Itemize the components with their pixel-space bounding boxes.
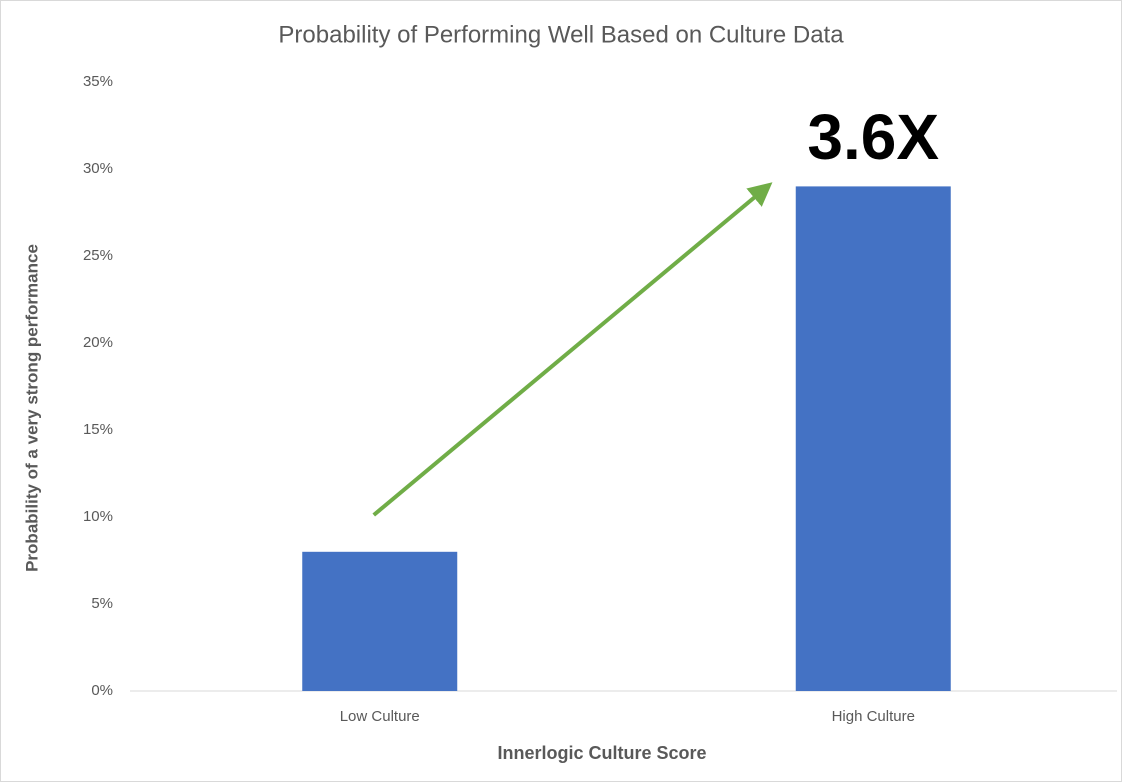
y-tick-label: 20% — [83, 334, 113, 351]
y-tick-label: 0% — [91, 682, 113, 699]
y-tick-label: 5% — [91, 595, 113, 612]
bar — [795, 186, 951, 691]
chart-title: Probability of Performing Well Based on … — [278, 21, 844, 48]
y-tick-label: 30% — [83, 160, 113, 177]
y-tick-label: 10% — [83, 508, 113, 525]
bar — [302, 551, 458, 691]
y-tick-label: 15% — [83, 421, 113, 438]
y-tick-label: 35% — [83, 73, 113, 90]
y-tick-label: 25% — [83, 247, 113, 264]
x-tick-label: Low Culture — [340, 708, 420, 725]
x-axis-title: Innerlogic Culture Score — [497, 743, 706, 763]
trend-arrow — [372, 182, 773, 517]
annotation: 3.6X — [807, 101, 939, 173]
x-tick-label: High Culture — [832, 708, 915, 725]
y-axis-title: Probability of a very strong performance — [22, 244, 41, 572]
